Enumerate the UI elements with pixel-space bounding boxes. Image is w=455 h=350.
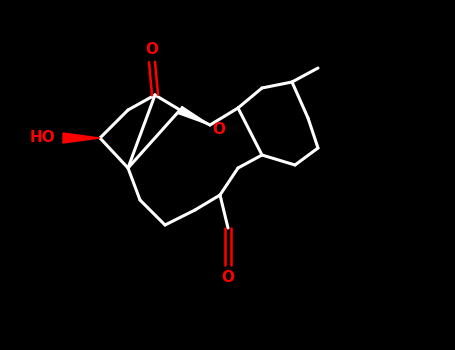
Text: O: O xyxy=(222,270,234,285)
Text: O: O xyxy=(212,122,225,138)
Polygon shape xyxy=(63,133,100,143)
Text: O: O xyxy=(146,42,158,57)
Polygon shape xyxy=(178,106,210,125)
Text: HO: HO xyxy=(29,131,55,146)
